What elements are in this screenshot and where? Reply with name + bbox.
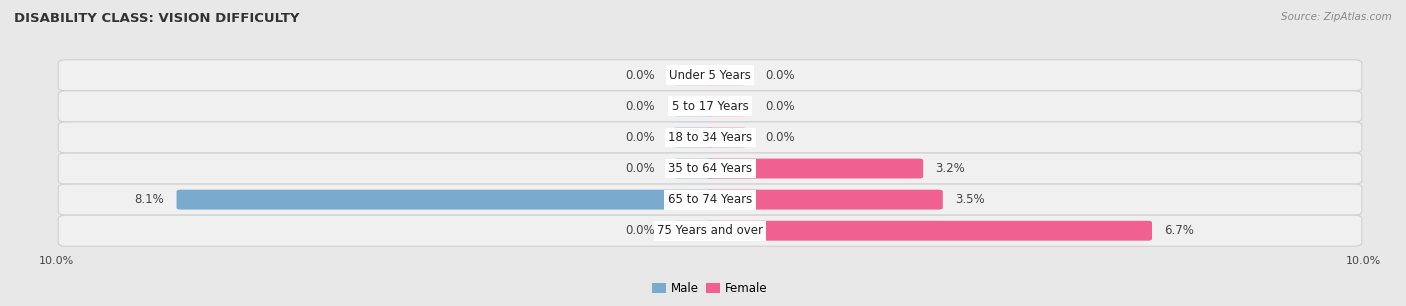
Text: 75 Years and over: 75 Years and over: [657, 224, 763, 237]
Text: 35 to 64 Years: 35 to 64 Years: [668, 162, 752, 175]
Text: 0.0%: 0.0%: [624, 162, 654, 175]
Text: 0.0%: 0.0%: [624, 100, 654, 113]
FancyBboxPatch shape: [58, 91, 1362, 122]
Text: 3.5%: 3.5%: [955, 193, 984, 206]
Text: 0.0%: 0.0%: [624, 131, 654, 144]
Text: 65 to 74 Years: 65 to 74 Years: [668, 193, 752, 206]
Text: 8.1%: 8.1%: [135, 193, 165, 206]
FancyBboxPatch shape: [58, 184, 1362, 215]
Text: 0.0%: 0.0%: [624, 69, 654, 82]
FancyBboxPatch shape: [706, 159, 924, 178]
Text: DISABILITY CLASS: VISION DIFFICULTY: DISABILITY CLASS: VISION DIFFICULTY: [14, 12, 299, 25]
Text: 6.7%: 6.7%: [1164, 224, 1194, 237]
FancyBboxPatch shape: [58, 122, 1362, 153]
FancyBboxPatch shape: [58, 215, 1362, 246]
FancyBboxPatch shape: [673, 221, 714, 241]
Text: 18 to 34 Years: 18 to 34 Years: [668, 131, 752, 144]
Text: 0.0%: 0.0%: [766, 131, 796, 144]
Text: Source: ZipAtlas.com: Source: ZipAtlas.com: [1281, 12, 1392, 22]
Text: Under 5 Years: Under 5 Years: [669, 69, 751, 82]
FancyBboxPatch shape: [177, 190, 714, 210]
FancyBboxPatch shape: [58, 60, 1362, 91]
Legend: Male, Female: Male, Female: [648, 278, 772, 300]
FancyBboxPatch shape: [673, 96, 714, 116]
FancyBboxPatch shape: [673, 128, 714, 147]
FancyBboxPatch shape: [706, 221, 1152, 241]
Text: 5 to 17 Years: 5 to 17 Years: [672, 100, 748, 113]
FancyBboxPatch shape: [673, 65, 714, 85]
Text: 0.0%: 0.0%: [766, 100, 796, 113]
Text: 3.2%: 3.2%: [935, 162, 966, 175]
FancyBboxPatch shape: [706, 128, 747, 147]
FancyBboxPatch shape: [673, 159, 714, 178]
FancyBboxPatch shape: [706, 96, 747, 116]
FancyBboxPatch shape: [706, 65, 747, 85]
Text: 0.0%: 0.0%: [766, 69, 796, 82]
FancyBboxPatch shape: [706, 190, 943, 210]
FancyBboxPatch shape: [58, 153, 1362, 184]
Text: 0.0%: 0.0%: [624, 224, 654, 237]
